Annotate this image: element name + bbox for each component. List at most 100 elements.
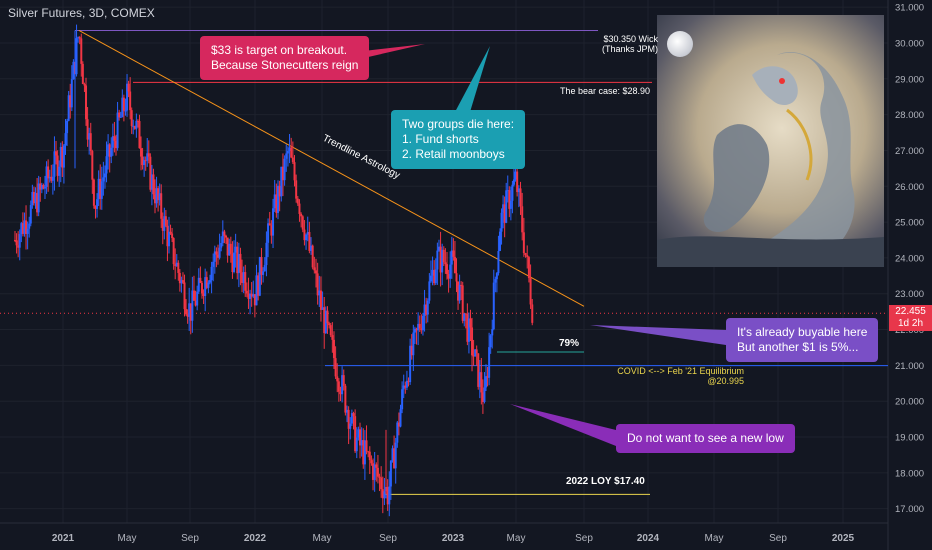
candle-body (48, 176, 51, 179)
candle-body (194, 300, 197, 306)
candle-body (66, 120, 69, 134)
candle-body (401, 389, 404, 410)
candle-body (178, 272, 181, 284)
candle-body (421, 315, 424, 331)
candle-body (461, 285, 464, 321)
candle-body (70, 79, 73, 108)
candle-body (72, 61, 75, 80)
candle-body (471, 327, 474, 356)
candle-body (357, 429, 360, 438)
candle-body (231, 253, 234, 273)
candle-body (228, 243, 231, 256)
candle-body (146, 153, 149, 161)
candle-body (164, 216, 167, 226)
candle-body (140, 148, 143, 157)
candle-body (485, 376, 488, 388)
candle-body (469, 318, 472, 328)
candle-body (481, 392, 484, 403)
candle-body (418, 323, 421, 329)
x-tick-label: 2021 (52, 533, 75, 544)
candle-body (388, 486, 391, 505)
candle-body (29, 205, 32, 224)
candle-body (132, 126, 135, 128)
candle-body (18, 234, 21, 248)
candle-body (500, 212, 503, 232)
candle-body (464, 313, 467, 315)
x-tick-label: 2024 (637, 533, 660, 544)
candle-body (267, 223, 270, 243)
candle-body (107, 144, 110, 157)
candle-body (75, 38, 78, 75)
candle-body (150, 174, 153, 190)
candle-body (61, 146, 64, 168)
candle-body (241, 272, 244, 283)
candle-body (326, 310, 329, 324)
y-tick-label: 29.000 (895, 74, 924, 85)
candle-body (478, 372, 481, 387)
x-tick-label: 2022 (244, 533, 267, 544)
y-tick-label: 18.000 (895, 468, 924, 479)
buyable-callout: It's already buyable here But another $1… (726, 318, 879, 362)
candle-body (375, 464, 378, 468)
trendline-label: Trendline Astrology (321, 133, 402, 181)
candle-body (436, 250, 439, 270)
candle-body (314, 270, 317, 274)
candle-body (14, 240, 16, 242)
candle-body (121, 97, 124, 117)
nolow-callout: Do not want to see a new low (616, 424, 795, 453)
last-price-tag: 22.455 1d 2h (889, 305, 932, 331)
candle-body (531, 304, 534, 323)
candle-body (257, 275, 260, 296)
candle-body (293, 162, 296, 181)
candle-body (149, 156, 152, 190)
dragon-moon-artwork (657, 15, 884, 267)
candle-body (442, 249, 445, 263)
candle-body (295, 180, 298, 199)
candle-body (301, 216, 304, 230)
candle-body (355, 437, 358, 452)
candle-body (323, 307, 326, 334)
pct-label: 79% (559, 338, 580, 349)
candle-body (50, 176, 53, 181)
candle-body (372, 463, 375, 480)
candle-body (503, 204, 506, 223)
candle-body (328, 323, 331, 326)
candle-body (368, 451, 371, 461)
candle-body (275, 194, 278, 213)
candle-body (417, 323, 420, 331)
candle-body (91, 151, 94, 180)
candle-body (126, 83, 129, 111)
candle-body (486, 376, 489, 378)
candle-body (381, 489, 384, 499)
candle-body (505, 190, 508, 223)
candle-body (474, 349, 477, 357)
candle-body (262, 271, 265, 275)
candle-body (236, 246, 239, 274)
candle-body (86, 119, 89, 140)
candle-body (80, 38, 83, 64)
candle-body (55, 151, 58, 156)
candle-body (166, 225, 169, 247)
candle-body (32, 191, 35, 204)
candle-body (460, 284, 463, 286)
candle-body (497, 250, 500, 274)
candle-body (225, 235, 228, 238)
candle-body (370, 460, 373, 464)
candle-body (113, 136, 116, 141)
y-tick-label: 17.000 (895, 504, 924, 515)
x-tick-label: May (118, 533, 137, 544)
candle-body (36, 192, 39, 213)
candle-body (81, 63, 84, 85)
candle-body (99, 178, 102, 199)
candle-body (260, 257, 263, 275)
candle-body (426, 300, 429, 315)
candle-body (177, 262, 180, 273)
candle-body (138, 121, 141, 149)
candle-body (21, 223, 24, 234)
candle-body (336, 376, 339, 382)
candle-body (410, 345, 413, 356)
candle-body (127, 83, 130, 92)
candle-body (83, 84, 86, 86)
x-tick-label: Sep (769, 533, 787, 544)
